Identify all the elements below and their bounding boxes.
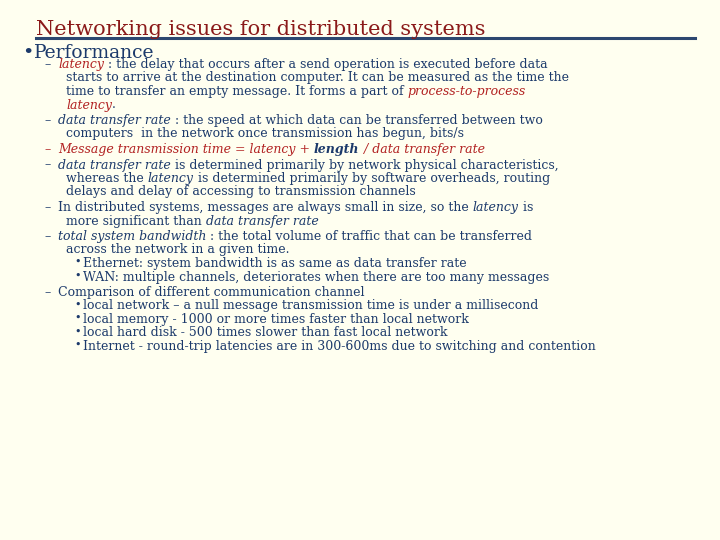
Text: more significant than: more significant than bbox=[66, 214, 206, 227]
Text: Performance: Performance bbox=[34, 44, 155, 62]
Text: is: is bbox=[518, 201, 533, 214]
Text: data transfer rate: data transfer rate bbox=[58, 159, 171, 172]
Text: latency: latency bbox=[66, 98, 112, 111]
Text: data transfer rate: data transfer rate bbox=[206, 214, 318, 227]
Text: •: • bbox=[74, 340, 81, 350]
Text: : the delay that occurs after a send operation is executed before data: : the delay that occurs after a send ope… bbox=[104, 58, 548, 71]
Text: : the speed at which data can be transferred between two: : the speed at which data can be transfe… bbox=[171, 114, 543, 127]
Text: local network – a null message transmission time is under a millisecond: local network – a null message transmiss… bbox=[83, 300, 539, 313]
Text: time to transfer an empty message. It forms a part of: time to transfer an empty message. It fo… bbox=[66, 85, 408, 98]
Text: WAN: multiple channels, deteriorates when there are too many messages: WAN: multiple channels, deteriorates whe… bbox=[83, 271, 549, 284]
Text: local hard disk - 500 times slower than fast local network: local hard disk - 500 times slower than … bbox=[83, 327, 448, 340]
Text: –: – bbox=[44, 159, 50, 172]
Text: total system bandwidth: total system bandwidth bbox=[58, 230, 207, 243]
Text: Message transmission time = latency +: Message transmission time = latency + bbox=[58, 143, 314, 156]
Text: •: • bbox=[22, 44, 33, 62]
Text: across the network in a given time.: across the network in a given time. bbox=[66, 244, 289, 256]
Text: length: length bbox=[314, 143, 359, 156]
Text: •: • bbox=[74, 313, 81, 323]
Text: •: • bbox=[74, 257, 81, 267]
Text: / data transfer rate: / data transfer rate bbox=[359, 143, 485, 156]
Text: Internet - round-trip latencies are in 300-600ms due to switching and contention: Internet - round-trip latencies are in 3… bbox=[83, 340, 595, 353]
Text: : the total volume of traffic that can be transferred: : the total volume of traffic that can b… bbox=[207, 230, 532, 243]
Text: Comparison of different communication channel: Comparison of different communication ch… bbox=[58, 286, 364, 299]
Text: .: . bbox=[112, 98, 116, 111]
Text: local memory - 1000 or more times faster than local network: local memory - 1000 or more times faster… bbox=[83, 313, 469, 326]
Text: •: • bbox=[74, 327, 81, 336]
Text: data transfer rate: data transfer rate bbox=[58, 114, 171, 127]
Text: is determined primarily by software overheads, routing: is determined primarily by software over… bbox=[194, 172, 550, 185]
Text: whereas the: whereas the bbox=[66, 172, 148, 185]
Text: latency: latency bbox=[58, 58, 104, 71]
Text: –: – bbox=[44, 143, 50, 156]
Text: delays and delay of accessing to transmission channels: delays and delay of accessing to transmi… bbox=[66, 186, 415, 199]
Text: is determined primarily by network physical characteristics,: is determined primarily by network physi… bbox=[171, 159, 559, 172]
Text: process-to-process: process-to-process bbox=[408, 85, 526, 98]
Text: –: – bbox=[44, 286, 50, 299]
Text: Ethernet: system bandwidth is as same as data transfer rate: Ethernet: system bandwidth is as same as… bbox=[83, 257, 467, 270]
Text: –: – bbox=[44, 230, 50, 243]
Text: –: – bbox=[44, 58, 50, 71]
Text: –: – bbox=[44, 114, 50, 127]
Text: Networking issues for distributed systems: Networking issues for distributed system… bbox=[36, 20, 485, 39]
Text: In distributed systems, messages are always small in size, so the: In distributed systems, messages are alw… bbox=[58, 201, 473, 214]
Text: starts to arrive at the destination computer. It can be measured as the time the: starts to arrive at the destination comp… bbox=[66, 71, 569, 84]
Text: •: • bbox=[74, 271, 81, 280]
Text: computers  in the network once transmission has begun, bits/s: computers in the network once transmissi… bbox=[66, 127, 464, 140]
Text: –: – bbox=[44, 201, 50, 214]
Text: •: • bbox=[74, 300, 81, 309]
Text: latency: latency bbox=[473, 201, 518, 214]
Text: latency: latency bbox=[148, 172, 194, 185]
